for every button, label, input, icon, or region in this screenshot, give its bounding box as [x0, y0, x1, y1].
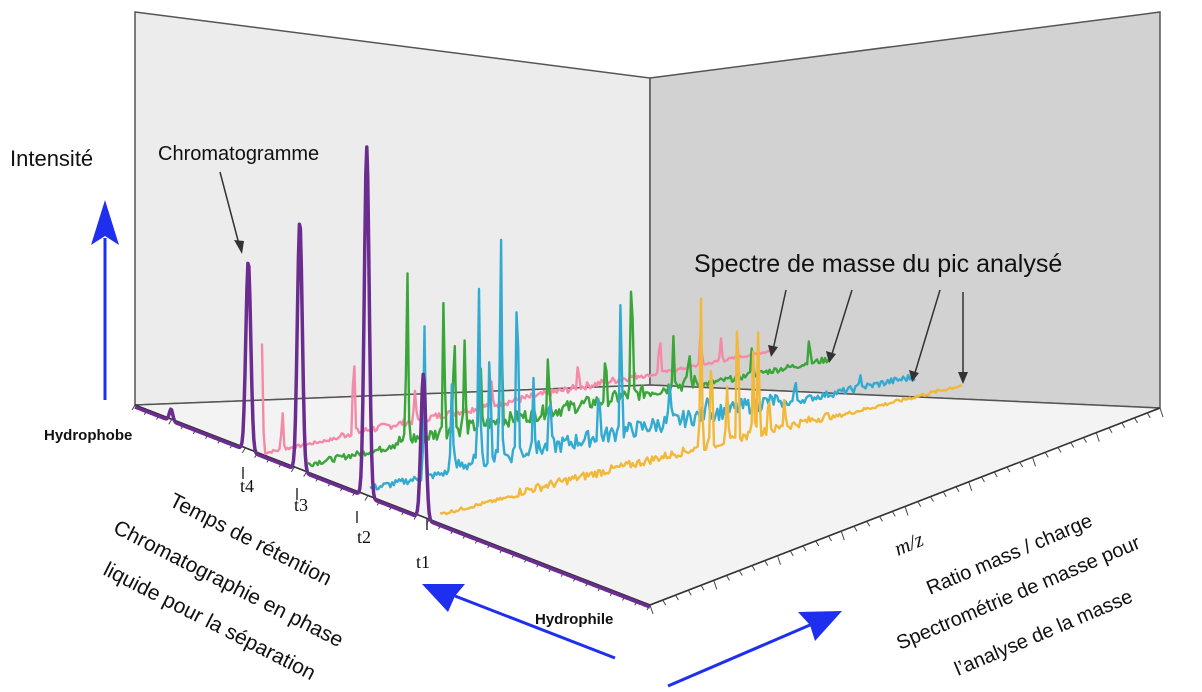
tick-label-t3: t3 [294, 495, 308, 515]
tick-label-t2: t2 [357, 527, 371, 547]
intensity-arrow [91, 200, 119, 400]
tick-label-t4: t4 [240, 476, 254, 496]
chromatogram-trace [134, 145, 651, 609]
back-wall [134, 11, 651, 406]
spectrum-trace-4 [439, 297, 963, 516]
intensity-label: Intensité [10, 146, 93, 171]
ms-direction-arrow [667, 611, 842, 688]
spectrum-pointers [768, 289, 968, 384]
spectrum-trace-2 [307, 272, 831, 468]
spectrum-trace-3 [369, 238, 916, 491]
right-wall [649, 11, 1161, 409]
mz-axis-ticks [649, 407, 1164, 615]
tick-label-t1: t1 [416, 552, 430, 572]
mz-label: m/z [891, 527, 927, 560]
hydrophobe-label: Hydrophobe [44, 427, 132, 444]
spectrum-title: Spectre de masse du pic analysé [694, 250, 1062, 278]
chromatogram-pointer [219, 171, 244, 254]
lc-direction-arrow [422, 584, 616, 660]
mz-axis [649, 407, 1164, 615]
mass-spectra [260, 238, 963, 516]
chromatogram-label: Chromatogramme [158, 143, 319, 165]
hydrophile-label: Hydrophile [535, 611, 613, 628]
